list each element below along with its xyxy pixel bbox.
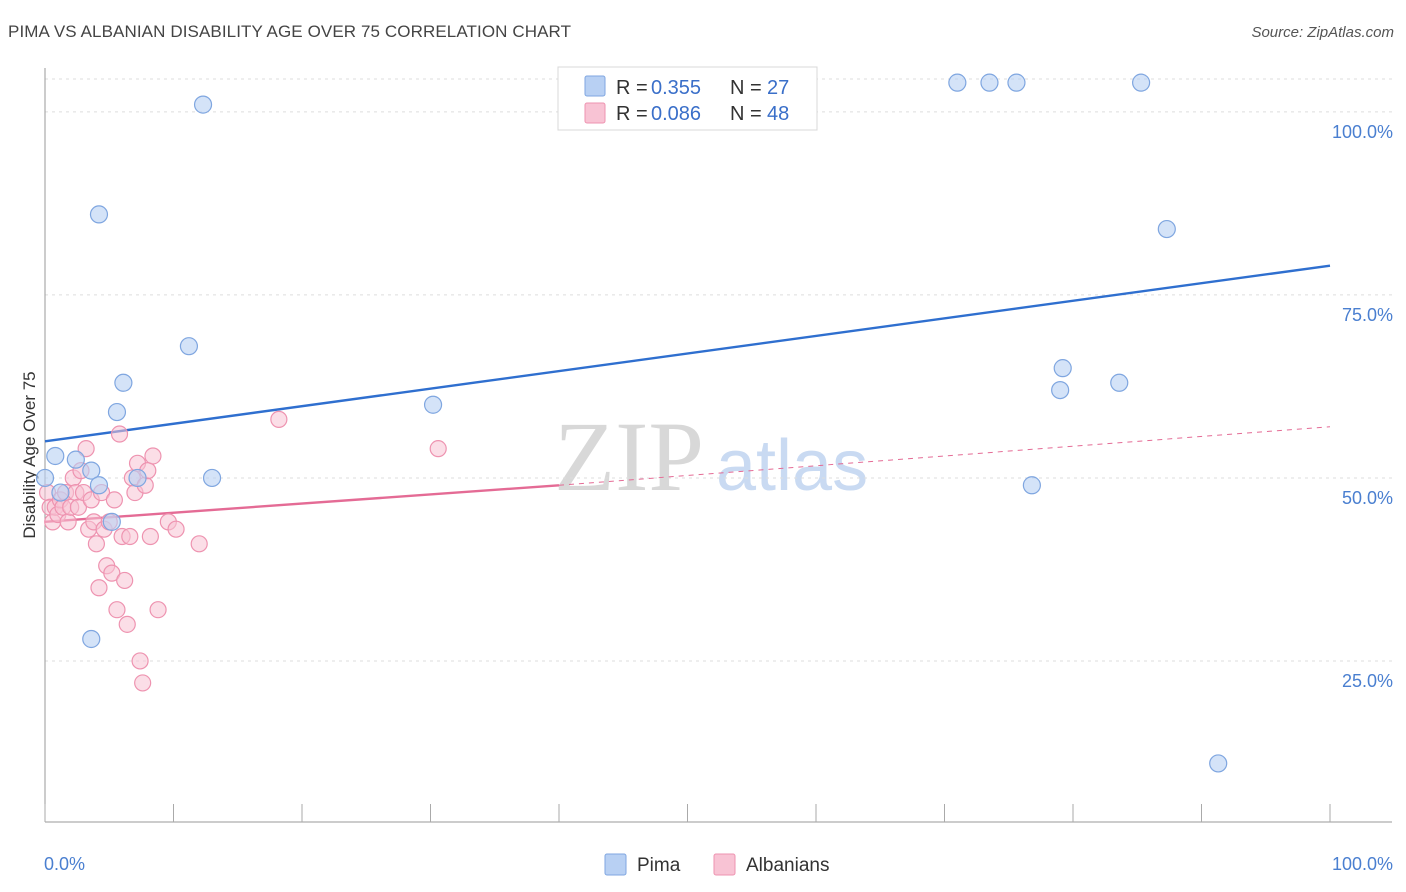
- albanians-point-26: [105, 491, 123, 509]
- bottom-legend-pima-swatch: [604, 853, 627, 876]
- watermark-atlas: atlas: [716, 426, 868, 506]
- x-tick-label-0: 0.0%: [44, 854, 85, 874]
- legend-pima-n-label: N =: [730, 77, 762, 99]
- albanians-point-42: [149, 601, 167, 619]
- watermark-zip: ZIP: [554, 401, 704, 512]
- source-label: Source: ZipAtlas.com: [1251, 24, 1394, 41]
- albanians-point-20: [90, 579, 108, 597]
- albanians-point-40: [141, 527, 159, 546]
- trend-lines: [44, 264, 1331, 524]
- albanians-point-41: [144, 447, 162, 465]
- legend-albanians-r-value: 0.086: [651, 103, 701, 125]
- albanians-point-25: [103, 564, 121, 582]
- bottom-legend-albanians-swatch: [713, 853, 736, 876]
- pima-point-14: [202, 468, 222, 488]
- pima-point-20: [1051, 380, 1070, 400]
- albanians-trend-extension: [558, 426, 1331, 486]
- pima-point-3: [66, 450, 85, 469]
- albanians-point-32: [121, 527, 139, 546]
- pima-point-24: [1157, 219, 1176, 239]
- tick-labels: 100.0% 75.0% 50.0% 25.0% 0.0% 100.0%: [44, 122, 1393, 874]
- bottom-legend-albanians-label: Albanians: [746, 855, 829, 876]
- pima-point-7: [89, 205, 109, 224]
- albanians-point-19: [87, 535, 106, 553]
- pima-trend-line: [44, 264, 1331, 443]
- pima-point-13: [193, 95, 213, 114]
- pima-point-5: [82, 461, 101, 480]
- albanians-point-30: [116, 571, 134, 590]
- pima-point-10: [114, 373, 133, 392]
- albanians-point-8: [59, 513, 77, 531]
- correlation-legend: R = 0.355 N = 27 R = 0.086 N = 48: [557, 66, 818, 131]
- y-tick-label-2: 50.0%: [1342, 488, 1393, 508]
- legend-albanians-n-label: N =: [730, 103, 762, 125]
- legend-albanians-n-value: 48: [767, 103, 789, 125]
- y-tick-label-1: 75.0%: [1342, 305, 1393, 325]
- pima-point-2: [51, 483, 70, 502]
- series-legend: Pima Albanians: [604, 853, 829, 876]
- axes: [44, 68, 1392, 823]
- pima-point-22: [1110, 373, 1129, 392]
- pima-point-9: [107, 402, 127, 422]
- legend-albanians-swatch: [584, 102, 606, 124]
- pima-point-15: [423, 395, 443, 414]
- legend-pima-r-label: R =: [616, 77, 648, 99]
- pima-point-1: [46, 446, 65, 466]
- pima-point-12: [179, 337, 199, 356]
- pima-point-6: [89, 476, 109, 495]
- albanians-point-36: [131, 652, 149, 670]
- legend-pima-r-value: 0.355: [651, 77, 701, 99]
- pima-point-8: [102, 512, 121, 531]
- pima-point-18: [1007, 73, 1026, 92]
- pima-point-16: [948, 73, 967, 92]
- albanians-trend-line: [44, 484, 560, 524]
- albanians-point-44: [167, 520, 185, 538]
- y-axis-label: Disability Age Over 75: [20, 371, 39, 538]
- pima-point-17: [980, 73, 999, 92]
- legend-albanians-r-label: R =: [616, 103, 648, 125]
- albanians-point-28: [110, 425, 129, 443]
- pima-point-11: [128, 468, 147, 488]
- albanians-point-27: [108, 601, 126, 619]
- gridlines: [45, 78, 1392, 662]
- pima-point-0: [35, 468, 55, 488]
- albanians-point-45: [270, 410, 288, 428]
- albanians-point-31: [118, 615, 136, 633]
- x-tick-label-1: 100.0%: [1332, 854, 1393, 874]
- pima-point-25: [1209, 754, 1228, 773]
- pima-point-4: [82, 629, 101, 649]
- y-tick-label-0: 100.0%: [1332, 122, 1393, 142]
- y-tick-label-3: 25.0%: [1342, 671, 1393, 691]
- albanians-point-37: [134, 674, 152, 692]
- albanians-point-15: [77, 440, 95, 458]
- pima-point-21: [1053, 359, 1072, 378]
- bottom-legend-pima-label: Pima: [637, 855, 681, 876]
- pima-point-23: [1132, 73, 1151, 92]
- albanians-point-46: [429, 440, 447, 458]
- legend-pima-n-value: 27: [767, 77, 789, 99]
- legend-pima-swatch: [584, 75, 606, 97]
- pima-point-19: [1022, 476, 1041, 495]
- pima-points: [35, 73, 1228, 773]
- albanians-points: [38, 410, 447, 692]
- chart-title: PIMA VS ALBANIAN DISABILITY AGE OVER 75 …: [8, 22, 572, 41]
- albanians-point-47: [190, 535, 208, 553]
